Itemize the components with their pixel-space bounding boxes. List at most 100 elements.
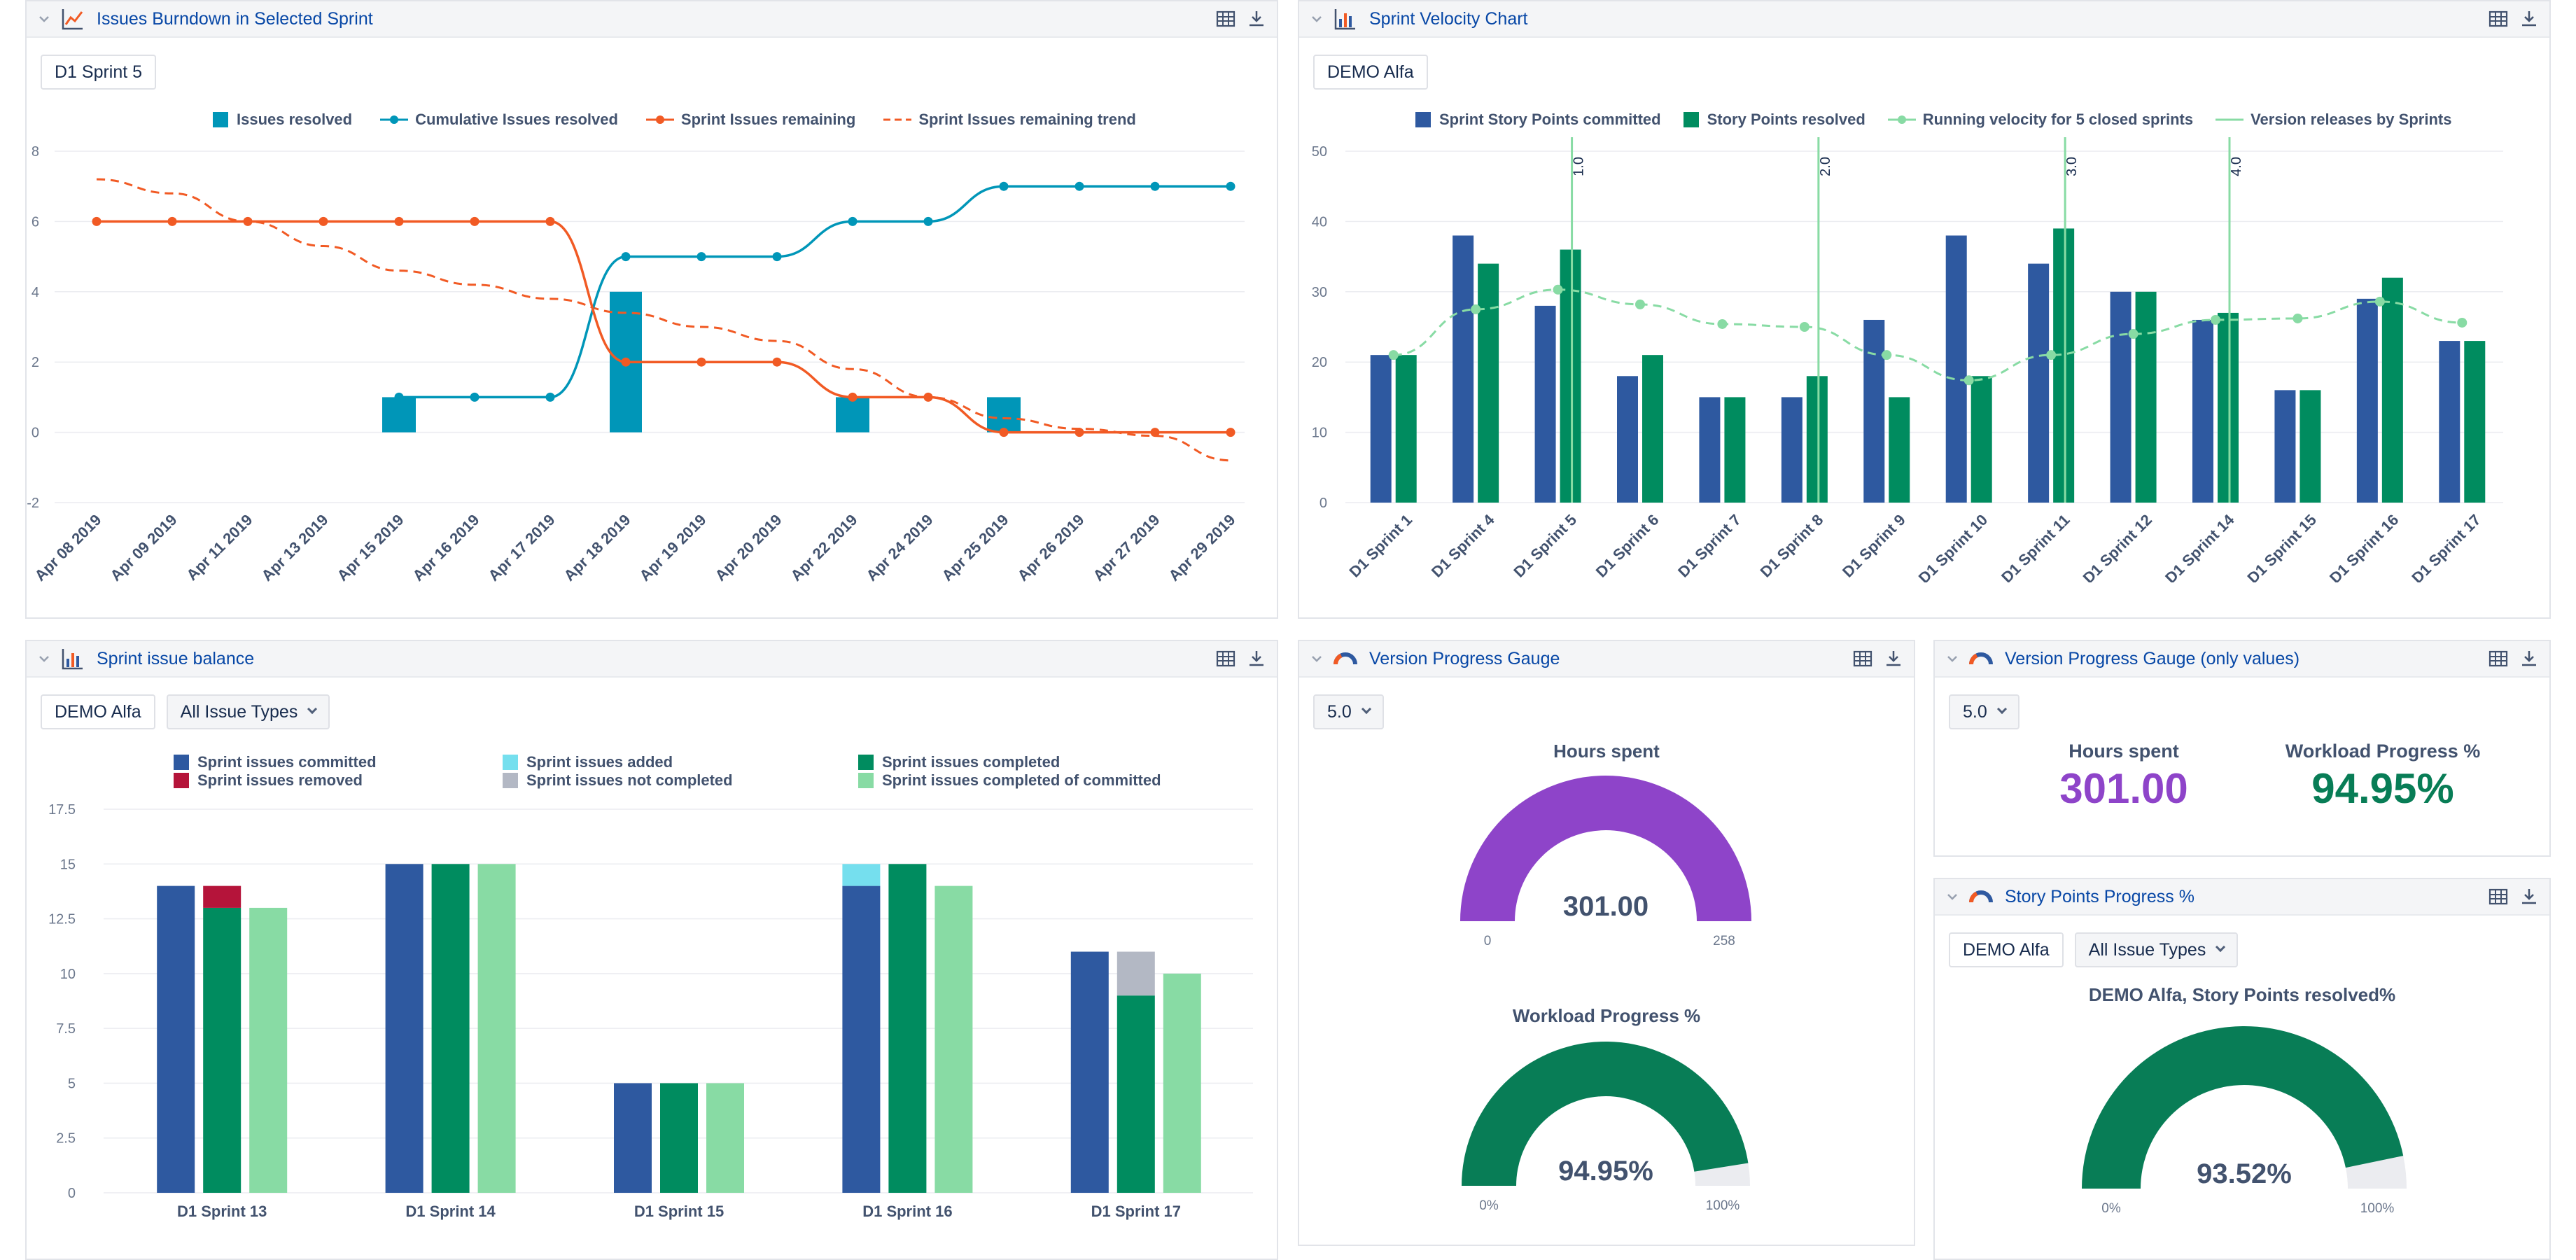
download-icon[interactable] (1883, 648, 1904, 669)
bar-resolved (1395, 355, 1417, 503)
sprint-selector[interactable]: D1 Sprint 5 (41, 55, 157, 90)
table-icon[interactable] (1215, 8, 1236, 29)
point-running-velocity (1882, 350, 1892, 360)
legend-item[interactable]: Sprint Issues remaining trend (883, 111, 1136, 129)
version-release-label: 1.0 (1572, 157, 1587, 176)
bar-segment (203, 886, 241, 908)
download-icon[interactable] (1246, 8, 1267, 29)
table-icon[interactable] (2488, 886, 2509, 907)
bar-committed (1617, 376, 1638, 503)
legend-item[interactable]: Sprint issues committed (174, 753, 377, 771)
table-icon[interactable] (2488, 648, 2509, 669)
legend-label: Sprint issues committed (197, 753, 377, 771)
x-tick-label: Apr 20 2019 (712, 511, 785, 582)
legend-item[interactable]: Story Points resolved (1683, 111, 1865, 129)
bar-committed (2439, 341, 2460, 503)
bar-committed (2274, 390, 2296, 503)
download-icon[interactable] (2519, 648, 2540, 669)
legend-label: Cumulative Issues resolved (415, 111, 618, 128)
x-tick-label: Apr 19 2019 (636, 511, 710, 582)
table-icon[interactable] (2488, 8, 2509, 29)
legend-swatch (503, 773, 518, 788)
legend-item[interactable]: Cumulative Issues resolved (380, 111, 618, 129)
project-selector[interactable]: DEMO Alfa (41, 694, 155, 729)
bar-committed (1370, 355, 1392, 503)
download-icon[interactable] (1246, 648, 1267, 669)
point-cumulative (1074, 181, 1084, 191)
version-release-label: 2.0 (1818, 157, 1833, 176)
legend-item[interactable]: Sprint Story Points committed (1415, 111, 1661, 129)
chevron-down-icon[interactable] (1309, 651, 1324, 666)
chevron-down-icon[interactable] (36, 651, 52, 666)
chevron-down-icon[interactable] (1945, 651, 1960, 666)
x-tick-label: D1 Sprint 17 (2408, 511, 2484, 582)
project-selector[interactable]: DEMO Alfa (1313, 55, 1428, 90)
panel-title[interactable]: Version Progress Gauge (1369, 648, 1560, 668)
legend-item[interactable]: Sprint issues removed (174, 771, 363, 790)
table-icon[interactable] (1852, 648, 1873, 669)
point-cumulative (394, 392, 404, 402)
version-release-label: 3.0 (2064, 157, 2080, 176)
chevron-down-icon[interactable] (36, 11, 52, 27)
panel-title[interactable]: Issues Burndown in Selected Sprint (97, 8, 373, 29)
legend-item[interactable]: Issues resolved (213, 111, 352, 129)
workload-progress-value: 94.95% (2311, 765, 2454, 812)
bar-segment (842, 864, 881, 886)
legend-swatch (2216, 118, 2244, 121)
issue-type-dropdown[interactable]: All Issue Types (166, 694, 330, 729)
legend-item[interactable]: Sprint issues added (503, 753, 673, 771)
bar-segment (888, 864, 927, 1193)
legend-item[interactable]: Sprint issues completed (858, 753, 1060, 771)
burndown-panel: Issues Burndown in Selected Sprint D1 Sp… (25, 0, 1278, 619)
issue-type-dropdown[interactable]: All Issue Types (2074, 932, 2239, 967)
y-tick-label: 4 (31, 285, 39, 300)
point-running-velocity (1471, 304, 1481, 314)
legend-swatch (1415, 112, 1431, 127)
table-icon[interactable] (1215, 648, 1236, 669)
panel-header: Sprint Velocity Chart (1299, 1, 2549, 38)
legend-swatch (174, 773, 189, 788)
x-tick-label: Apr 29 2019 (1166, 511, 1239, 582)
project-selector[interactable]: DEMO Alfa (1949, 932, 2064, 967)
panel-title[interactable]: Story Points Progress % (2005, 886, 2194, 906)
chevron-down-icon[interactable] (1945, 889, 1960, 904)
legend-item[interactable]: Version releases by Sprints (2216, 111, 2451, 129)
legend-item[interactable]: Sprint Issues remaining (645, 111, 856, 129)
bar-segment (660, 1083, 698, 1193)
legend-item[interactable]: Running velocity for 5 closed sprints (1887, 111, 2193, 129)
legend-item[interactable]: Sprint issues not completed (503, 771, 733, 790)
download-icon[interactable] (2519, 886, 2540, 907)
bar-chart-icon (62, 649, 83, 670)
point-cumulative (470, 392, 479, 402)
chart-legend: Sprint issues committed Sprint issues re… (174, 753, 1224, 795)
point-cumulative (621, 252, 631, 262)
legend-swatch (1887, 115, 1916, 124)
download-icon[interactable] (2519, 8, 2540, 29)
y-tick-label: 15 (60, 857, 76, 872)
version-gauge-panel: Version Progress Gauge 5.0 Hours spent 3… (1298, 640, 1915, 1246)
chevron-down-icon (1361, 704, 1371, 715)
story-points-panel: Story Points Progress % DEMO Alfa All Is… (1933, 878, 2551, 1260)
chevron-down-icon[interactable] (1309, 11, 1324, 27)
point-remaining (848, 392, 858, 402)
panel-title[interactable]: Sprint issue balance (97, 648, 255, 668)
gauge-icon (1969, 652, 1993, 665)
bar-segment (157, 886, 195, 1193)
version-dropdown[interactable]: 5.0 (1313, 694, 1384, 729)
legend-label: Sprint Issues remaining (680, 111, 856, 128)
legend-swatch (858, 773, 874, 788)
chevron-down-icon (2216, 941, 2226, 953)
panel-title[interactable]: Version Progress Gauge (only values) (2005, 648, 2300, 668)
x-tick-label: D1 Sprint 14 (405, 1203, 496, 1220)
point-cumulative (696, 252, 706, 262)
panel-title[interactable]: Sprint Velocity Chart (1369, 8, 1528, 29)
balance-panel: Sprint issue balance DEMO Alfa All Issue… (25, 640, 1278, 1260)
point-running-velocity (1553, 284, 1563, 295)
point-remaining (1226, 428, 1236, 438)
legend-label: Sprint issues completed of committed (882, 771, 1161, 789)
x-tick-label: D1 Sprint 17 (1091, 1203, 1181, 1220)
panel-header: Sprint issue balance (27, 641, 1277, 678)
version-dropdown[interactable]: 5.0 (1949, 694, 2019, 729)
x-tick-label: D1 Sprint 4 (1428, 510, 1498, 580)
legend-item[interactable]: Sprint issues completed of committed (858, 771, 1161, 790)
